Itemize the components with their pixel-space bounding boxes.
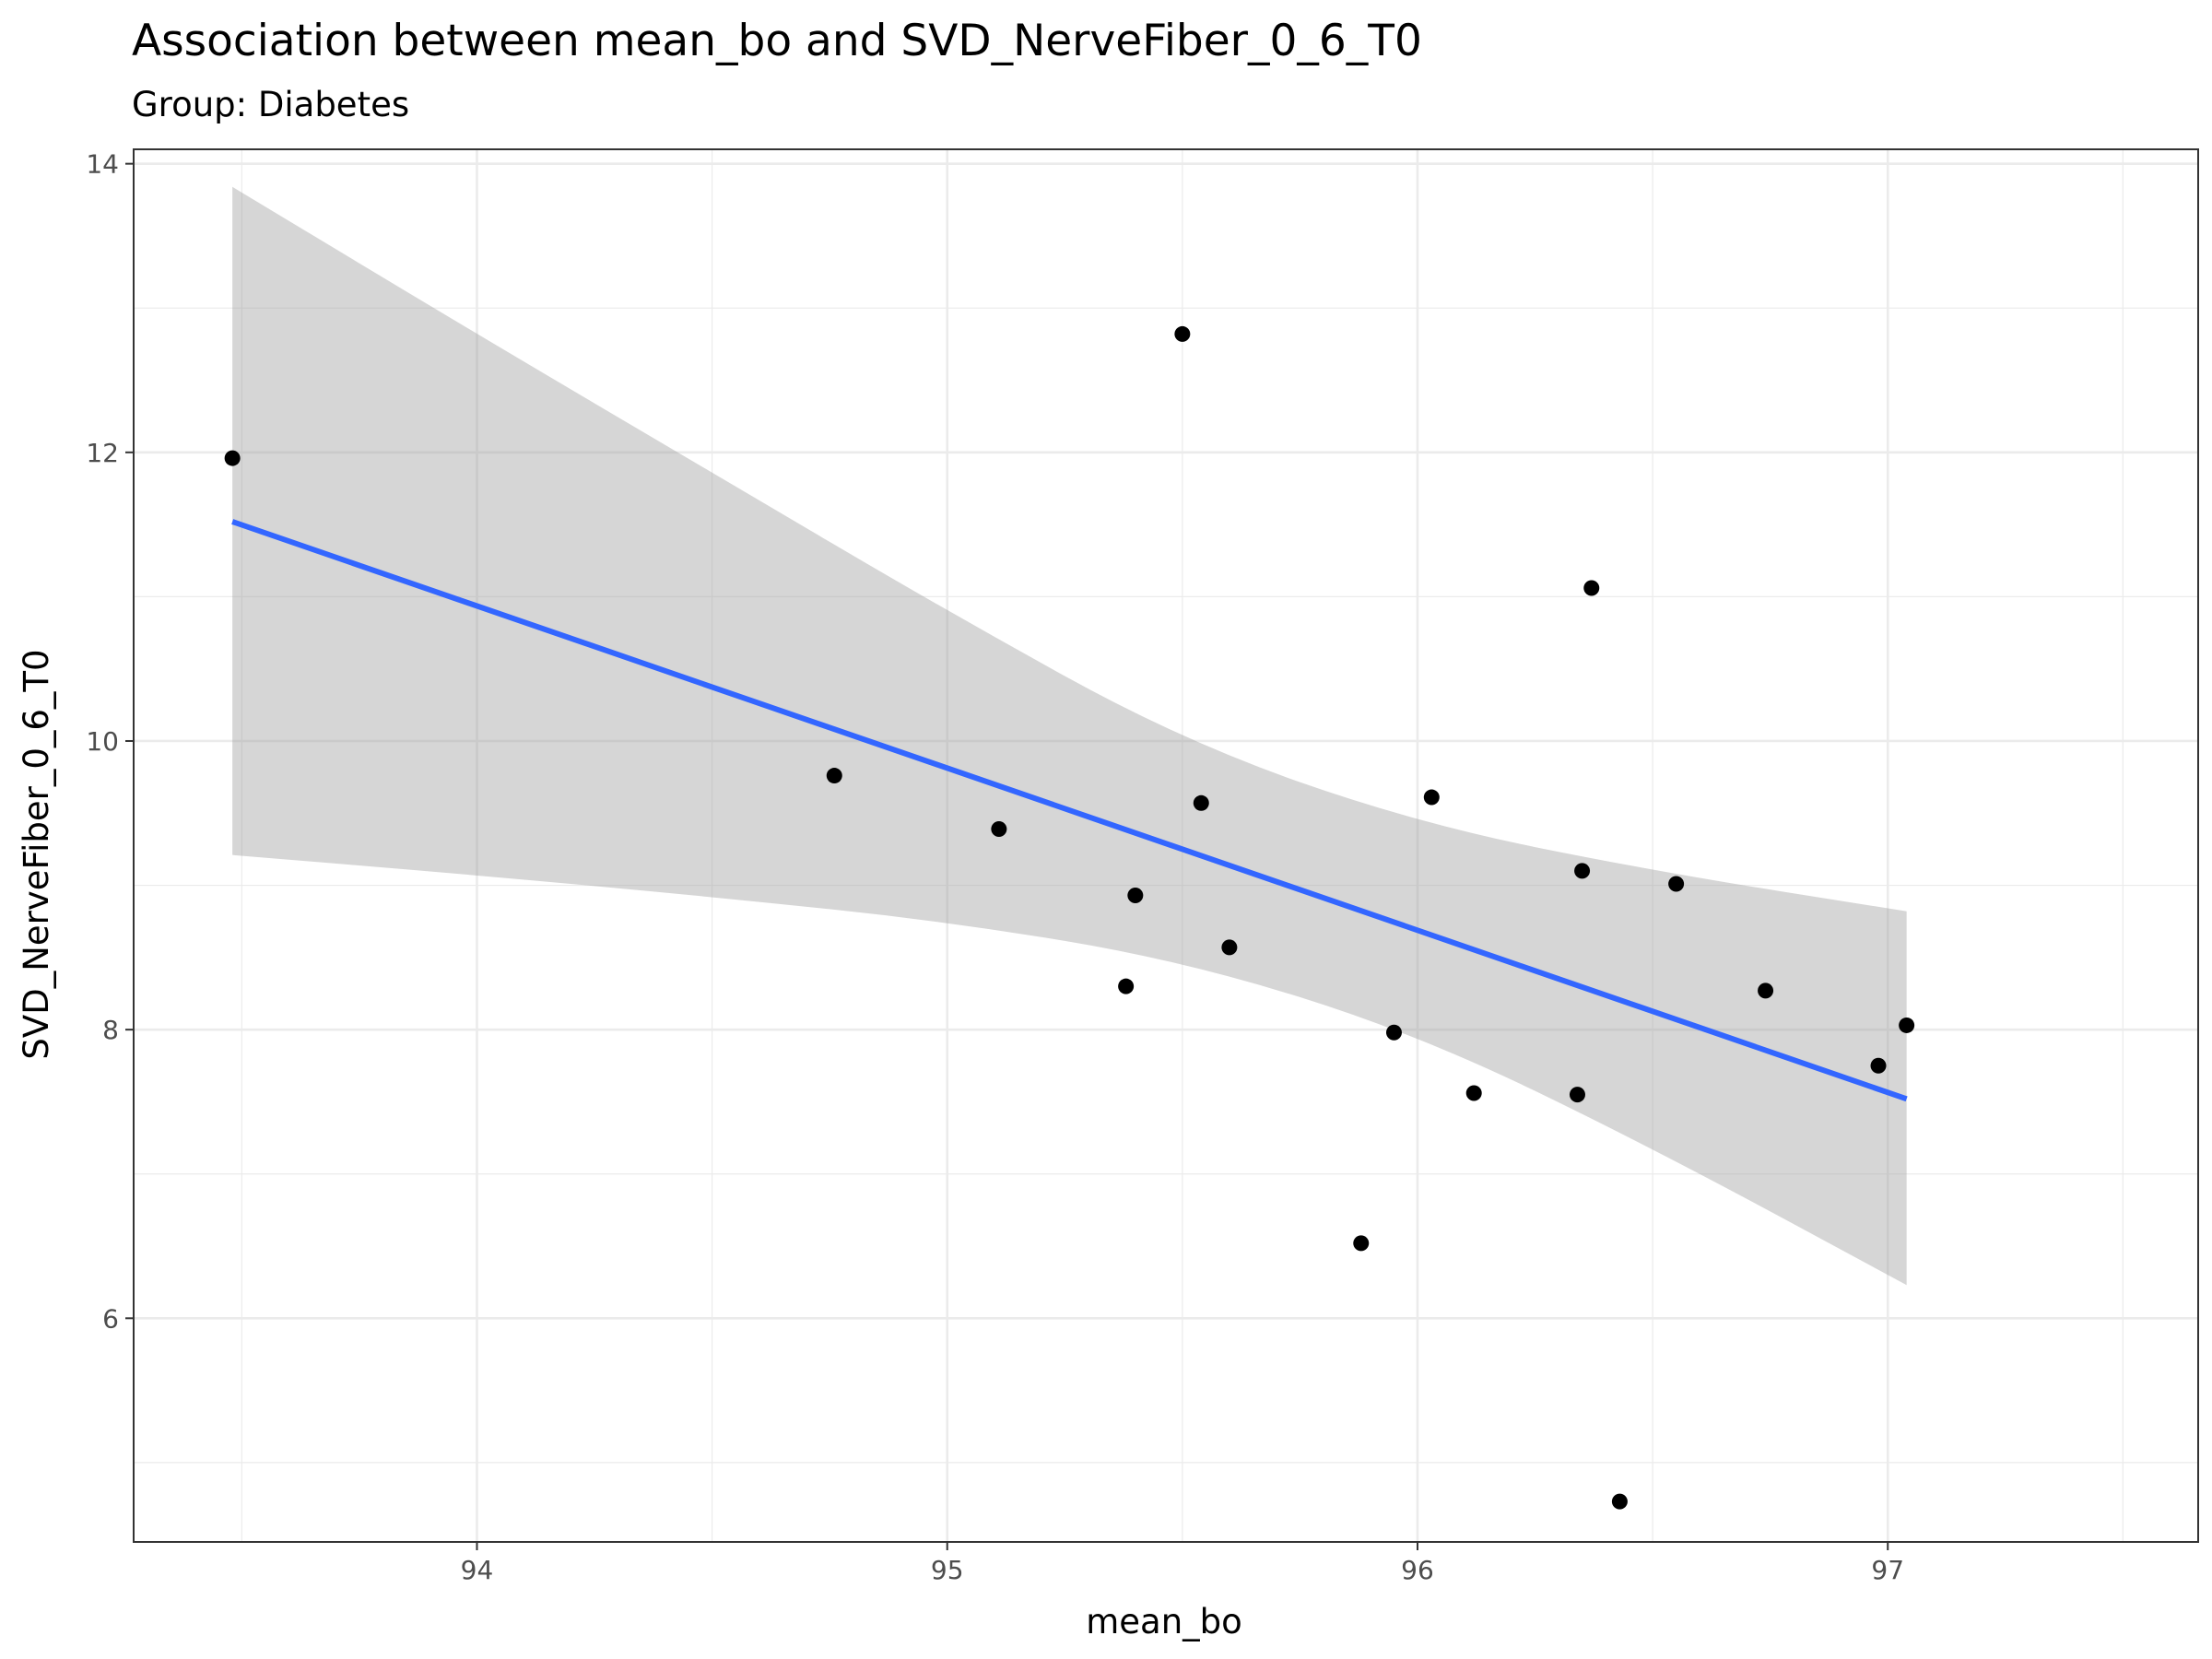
data-point — [991, 820, 1007, 837]
chart-subtitle: Group: Diabetes — [132, 85, 409, 124]
y-tick-label: 10 — [86, 726, 119, 757]
y-tick-label: 14 — [86, 149, 119, 180]
y-tick-label: 8 — [102, 1015, 119, 1045]
data-point — [1668, 876, 1685, 892]
data-point — [1899, 1017, 1915, 1033]
y-axis-title: SVD_NerveFiber_0_6_T0 — [17, 649, 56, 1059]
grid — [134, 149, 2198, 1542]
confidence-band — [232, 186, 1907, 1286]
x-axis-title: mean_bo — [1086, 1602, 1242, 1641]
points-layer — [224, 325, 1915, 1510]
data-point — [1353, 1235, 1370, 1252]
data-point — [826, 768, 842, 784]
data-point — [1465, 1085, 1482, 1101]
data-point — [1611, 1493, 1628, 1510]
axis-ticks: 94 95 96 97 6 8 10 12 14 — [86, 149, 1904, 1585]
data-point — [1423, 789, 1440, 806]
x-tick-label: 94 — [461, 1555, 494, 1585]
fit-line-layer — [231, 519, 1908, 1102]
regression-line — [231, 519, 1908, 1102]
data-point — [1127, 888, 1144, 904]
x-tick-label: 95 — [931, 1555, 964, 1585]
data-point — [1385, 1024, 1402, 1041]
data-point — [1174, 325, 1191, 342]
x-tick-label: 96 — [1401, 1555, 1434, 1585]
panel-border — [133, 148, 2199, 1543]
data-point — [1118, 978, 1135, 994]
y-tick-label: 12 — [86, 438, 119, 468]
chart-title: Association between mean_bo and SVD_Nerv… — [132, 16, 1422, 66]
data-point — [1193, 794, 1209, 811]
confidence-band-layer — [232, 186, 1907, 1286]
data-point — [1583, 580, 1600, 596]
x-tick-label: 97 — [1871, 1555, 1904, 1585]
data-point — [1870, 1057, 1887, 1074]
data-point — [224, 450, 241, 466]
y-tick-label: 6 — [102, 1303, 119, 1334]
data-point — [1574, 863, 1591, 879]
data-point — [1569, 1087, 1585, 1103]
data-point — [1221, 939, 1238, 956]
data-point — [1758, 982, 1774, 999]
